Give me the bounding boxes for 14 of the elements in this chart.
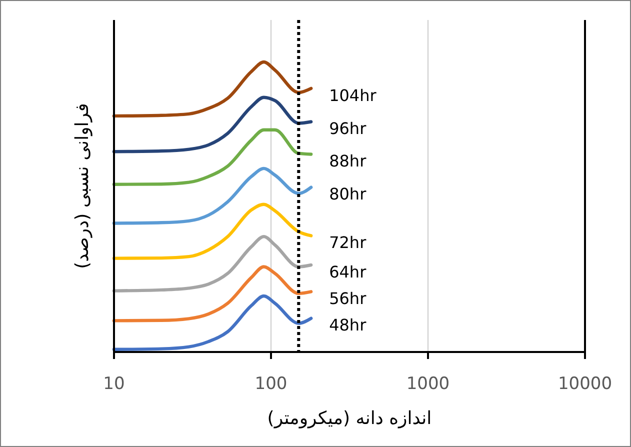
series-label: 96hr <box>329 119 367 138</box>
series-label: 64hr <box>329 262 367 282</box>
series-label: 80hr <box>329 184 367 204</box>
y-axis-title: فراوانی نسبی (درصد) <box>72 103 93 269</box>
series-label: 48hr <box>329 316 367 335</box>
x-tick-label: 10 <box>103 374 125 394</box>
series-label: 104hr <box>329 86 377 105</box>
x-axis-title: اندازه دانه (میکرومتر) <box>267 408 432 429</box>
x-tick-label: 100 <box>254 374 288 394</box>
series-label: 72hr <box>329 233 367 252</box>
x-tick-label: 10000 <box>558 374 612 394</box>
series-label: 88hr <box>329 152 367 171</box>
x-tick-label: 1000 <box>406 374 450 394</box>
series-label: 56hr <box>329 289 367 308</box>
